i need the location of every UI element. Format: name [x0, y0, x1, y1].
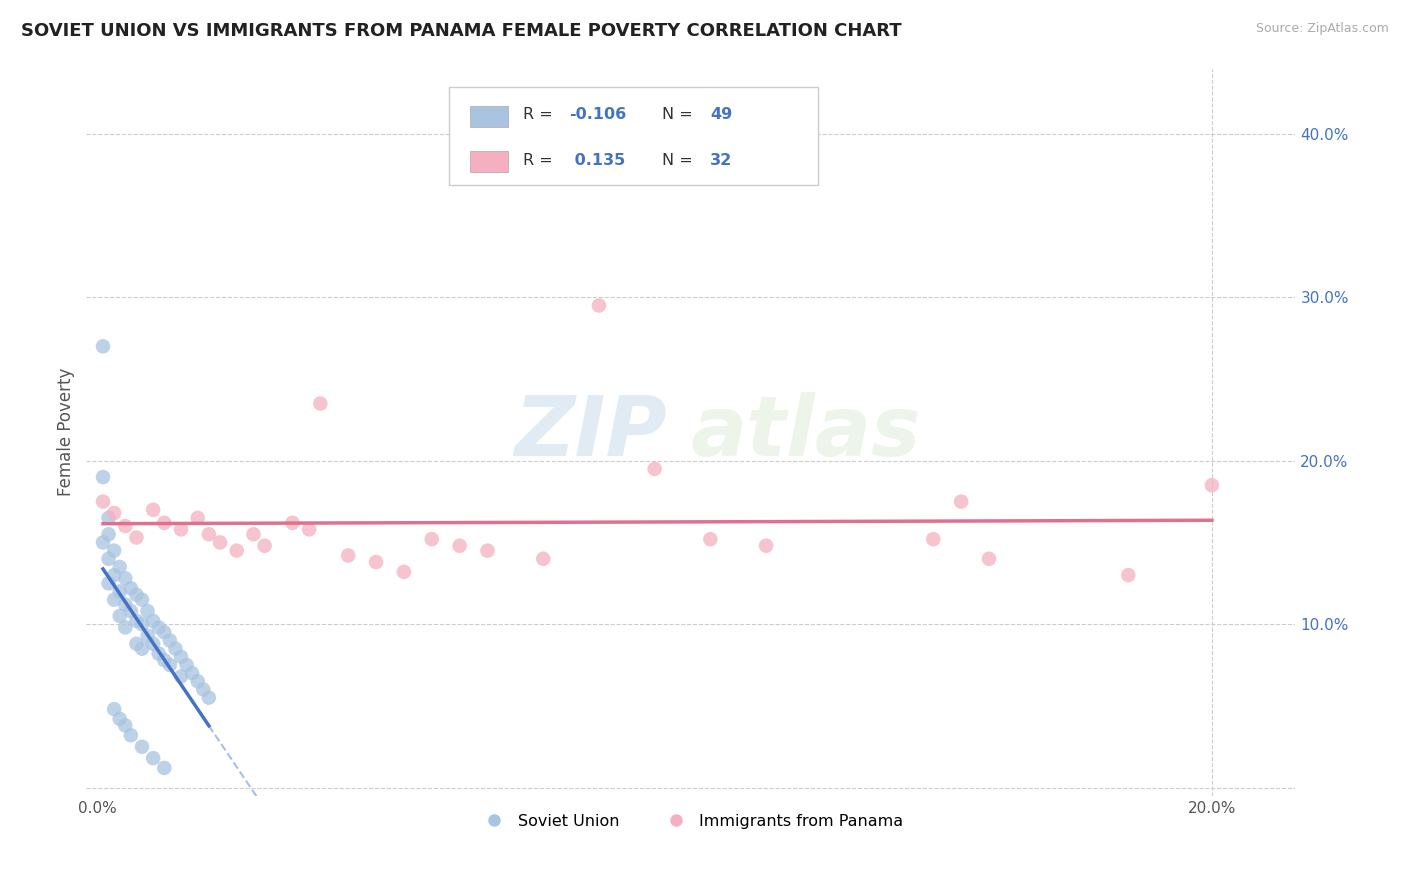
Point: [309, 396, 332, 410]
Text: ZIP: ZIP: [515, 392, 666, 473]
Point: [159, 658, 181, 673]
Point: [108, 712, 131, 726]
Text: N =: N =: [662, 153, 697, 168]
Text: R =: R =: [523, 107, 558, 122]
Point: [699, 532, 721, 546]
Point: [153, 516, 176, 530]
Point: [114, 598, 136, 612]
Point: [208, 535, 231, 549]
Point: [1116, 568, 1139, 582]
Text: N =: N =: [662, 107, 697, 122]
Point: [103, 506, 125, 520]
Point: [103, 702, 125, 716]
Point: [120, 604, 142, 618]
Point: [170, 649, 193, 664]
Point: [392, 565, 415, 579]
Text: 49: 49: [710, 107, 733, 122]
Point: [193, 682, 215, 697]
Text: -0.106: -0.106: [569, 107, 626, 122]
Point: [103, 543, 125, 558]
Text: R =: R =: [523, 153, 558, 168]
Point: [114, 519, 136, 533]
Point: [91, 494, 114, 508]
Point: [922, 532, 945, 546]
Point: [125, 588, 148, 602]
Point: [170, 522, 193, 536]
Point: [755, 539, 778, 553]
Point: [1201, 478, 1223, 492]
Point: [97, 527, 120, 541]
Point: [97, 551, 120, 566]
Point: [125, 614, 148, 628]
Point: [977, 551, 1000, 566]
Point: [187, 511, 209, 525]
Point: [148, 647, 170, 661]
Point: [131, 592, 153, 607]
FancyBboxPatch shape: [470, 105, 509, 127]
Point: [198, 527, 221, 541]
Point: [142, 502, 165, 516]
Point: [153, 625, 176, 640]
Point: [170, 669, 193, 683]
Point: [108, 584, 131, 599]
Point: [136, 604, 159, 618]
Point: [131, 641, 153, 656]
Point: [588, 298, 610, 312]
Point: [120, 581, 142, 595]
Point: [142, 614, 165, 628]
Point: [114, 571, 136, 585]
Point: [136, 629, 159, 643]
Point: [225, 543, 247, 558]
Point: [337, 549, 360, 563]
Point: [103, 568, 125, 582]
Point: [242, 527, 264, 541]
Point: [142, 751, 165, 765]
Text: 0.135: 0.135: [569, 153, 626, 168]
Point: [477, 543, 499, 558]
Text: atlas: atlas: [690, 392, 921, 473]
Legend: Soviet Union, Immigrants from Panama: Soviet Union, Immigrants from Panama: [472, 807, 910, 835]
Point: [153, 653, 176, 667]
Point: [950, 494, 973, 508]
Point: [531, 551, 554, 566]
Point: [159, 633, 181, 648]
Text: 32: 32: [710, 153, 733, 168]
Point: [131, 739, 153, 754]
Point: [153, 761, 176, 775]
Point: [644, 462, 666, 476]
Point: [198, 690, 221, 705]
Point: [142, 637, 165, 651]
Point: [97, 511, 120, 525]
Point: [108, 609, 131, 624]
Point: [420, 532, 443, 546]
Point: [114, 718, 136, 732]
FancyBboxPatch shape: [470, 151, 509, 172]
Text: SOVIET UNION VS IMMIGRANTS FROM PANAMA FEMALE POVERTY CORRELATION CHART: SOVIET UNION VS IMMIGRANTS FROM PANAMA F…: [21, 22, 901, 40]
Point: [148, 620, 170, 634]
Point: [108, 560, 131, 574]
Point: [449, 539, 471, 553]
Point: [165, 641, 187, 656]
Point: [181, 666, 204, 681]
Point: [91, 535, 114, 549]
Y-axis label: Female Poverty: Female Poverty: [58, 368, 75, 496]
Point: [125, 531, 148, 545]
Point: [91, 339, 114, 353]
Point: [281, 516, 304, 530]
Point: [91, 470, 114, 484]
Point: [253, 539, 276, 553]
Text: Source: ZipAtlas.com: Source: ZipAtlas.com: [1256, 22, 1389, 36]
Point: [187, 674, 209, 689]
Point: [125, 637, 148, 651]
Point: [103, 592, 125, 607]
Point: [120, 728, 142, 742]
Point: [364, 555, 387, 569]
Point: [131, 617, 153, 632]
Point: [298, 522, 321, 536]
Point: [97, 576, 120, 591]
FancyBboxPatch shape: [449, 87, 818, 185]
Point: [176, 658, 198, 673]
Point: [114, 620, 136, 634]
